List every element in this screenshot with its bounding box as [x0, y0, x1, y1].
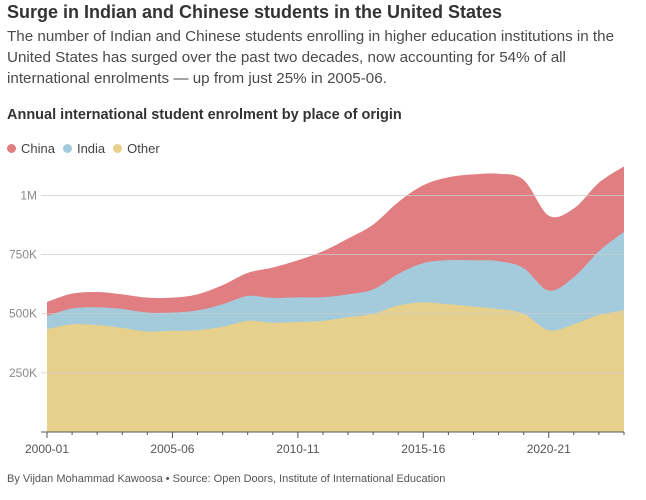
y-tick-label-250K: 250K	[9, 366, 37, 380]
legend-swatch-china	[7, 144, 16, 153]
x-axis: 2000-01 2005-06 2010-11 2015-16 2020-21	[25, 431, 625, 456]
chart-description: The number of Indian and Chinese student…	[7, 28, 615, 87]
x-tick-label-2000-01: 2000-01	[25, 442, 69, 456]
y-tick-label-1M: 1M	[20, 188, 37, 202]
legend-item-china: China	[7, 141, 55, 156]
legend-label-india: India	[76, 141, 106, 156]
x-tick-label-2005-06: 2005-06	[150, 442, 194, 456]
legend-swatch-other	[113, 144, 123, 153]
y-tick-label-500K: 500K	[9, 307, 37, 321]
source-credit: By Vijdan Mohammad Kawoosa • Source: Ope…	[7, 473, 446, 485]
chart-headline: Surge in Indian and Chinese students in …	[7, 2, 503, 22]
chart-title: Annual international student enrolment b…	[7, 107, 402, 123]
legend-swatch-india	[62, 144, 72, 153]
y-axis: 250K 500K 750K 1M	[9, 188, 37, 379]
legend-label-other: Other	[127, 141, 160, 156]
y-tick-label-750K: 750K	[9, 248, 37, 262]
chart-areas	[47, 166, 624, 432]
chart-gridlines	[41, 195, 624, 374]
legend-item-other: Other	[113, 141, 160, 156]
x-tick-label-2015-16: 2015-16	[401, 442, 445, 456]
legend-item-india: India	[62, 141, 106, 156]
chart-legend: China India Other	[7, 141, 168, 156]
legend-label-china: China	[21, 141, 55, 156]
area-series-other	[47, 302, 624, 432]
x-tick-label-2020-21: 2020-21	[527, 442, 571, 456]
x-tick-label-2010-11: 2010-11	[276, 442, 319, 456]
